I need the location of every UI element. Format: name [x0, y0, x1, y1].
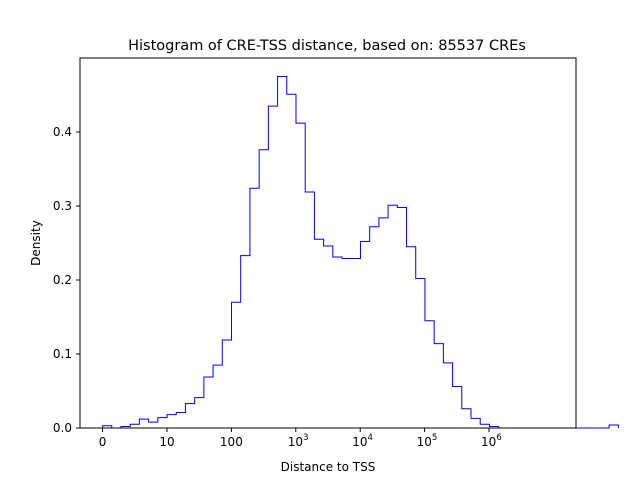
y-axis-ticks: 0.0 0.1 0.2 0.3 0.4: [53, 125, 80, 435]
y-tick-label: 0.1: [53, 347, 72, 361]
x-tick-label: 0: [99, 435, 107, 449]
y-tick-label: 0.4: [53, 125, 72, 139]
x-tick-label: 104: [352, 433, 373, 449]
x-tick-label: 10: [159, 435, 174, 449]
plot-area: [79, 57, 619, 429]
x-tick-label: 100: [220, 435, 243, 449]
x-tick-label: 105: [417, 433, 438, 449]
x-tick-label: 103: [288, 433, 309, 449]
x-axis-ticks: 0 10 100 103 104 105 106: [99, 428, 502, 449]
x-tick-label: 106: [481, 433, 502, 449]
x-axis-label: Distance to TSS: [281, 460, 376, 474]
chart-title: Histogram of CRE-TSS distance, based on:…: [128, 38, 526, 54]
y-tick-label: 0.2: [53, 273, 72, 287]
histogram-series: [102, 76, 619, 429]
y-tick-label: 0.0: [53, 421, 72, 435]
y-tick-label: 0.3: [53, 199, 72, 213]
y-axis-label: Density: [29, 220, 43, 266]
plot-frame: [79, 57, 577, 429]
